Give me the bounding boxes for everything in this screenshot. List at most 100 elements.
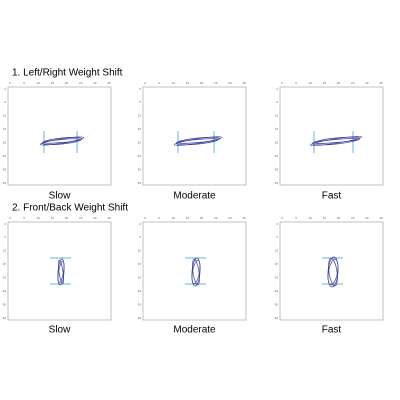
panel-label: Fast bbox=[322, 191, 342, 202]
x-tick-label: 15 bbox=[51, 81, 55, 85]
x-tick-label: 35 bbox=[242, 81, 246, 85]
x-tick-label: 35 bbox=[107, 216, 111, 220]
x-tick-label: 15 bbox=[186, 81, 190, 85]
x-tick-label: 0 bbox=[281, 216, 283, 220]
y-tick-label: 35 bbox=[3, 181, 7, 185]
panel-label: Slow bbox=[49, 191, 71, 202]
x-tick-label: 35 bbox=[379, 81, 383, 85]
y-tick-label: 25 bbox=[3, 154, 7, 158]
trace bbox=[327, 256, 339, 288]
x-tick-label: 5 bbox=[23, 216, 25, 220]
plot-frame bbox=[7, 221, 112, 321]
x-tick-label: 25 bbox=[351, 81, 355, 85]
trace bbox=[313, 138, 359, 144]
x-tick-label: 20 bbox=[65, 81, 69, 85]
x-tick-label: 0 bbox=[144, 81, 146, 85]
x-tick-label: 0 bbox=[9, 216, 11, 220]
y-tick-label: 25 bbox=[138, 289, 142, 293]
y-tick-label: 10 bbox=[3, 114, 7, 118]
y-tick-label: 5 bbox=[276, 100, 278, 104]
section-title: 2. Front/Back Weight Shift bbox=[12, 203, 128, 214]
y-tick-label: 25 bbox=[275, 289, 279, 293]
trace bbox=[309, 136, 363, 146]
x-tick-label: 25 bbox=[214, 81, 218, 85]
x-tick-label: 30 bbox=[365, 216, 369, 220]
x-tick-label: 30 bbox=[365, 81, 369, 85]
x-tick-label: 15 bbox=[186, 216, 190, 220]
y-tick-label: 5 bbox=[139, 100, 141, 104]
x-tick-label: 0 bbox=[281, 81, 283, 85]
x-tick-label: 25 bbox=[351, 216, 355, 220]
y-tick-label: 15 bbox=[138, 262, 142, 266]
x-tick-label: 0 bbox=[144, 216, 146, 220]
x-tick-label: 35 bbox=[379, 216, 383, 220]
x-tick-label: 30 bbox=[93, 216, 97, 220]
x-tick-label: 10 bbox=[172, 81, 176, 85]
y-tick-label: 10 bbox=[275, 249, 279, 253]
y-tick-label: 0 bbox=[139, 87, 141, 91]
x-tick-label: 25 bbox=[79, 81, 83, 85]
y-tick-label: 30 bbox=[275, 302, 279, 306]
y-tick-label: 25 bbox=[138, 154, 142, 158]
y-tick-label: 20 bbox=[138, 141, 142, 145]
y-tick-label: 20 bbox=[3, 141, 7, 145]
section-title: 1. Left/Right Weight Shift bbox=[12, 68, 123, 79]
x-tick-label: 5 bbox=[23, 81, 25, 85]
y-tick-label: 10 bbox=[138, 249, 142, 253]
plot-frame bbox=[142, 221, 247, 321]
panel: 00 5 5 10 10 15 15 20 20 25 25 30 30 35 35 bbox=[3, 81, 112, 186]
panel: 00 5 5 10 10 15 15 20 20 25 25 30 30 35 35 bbox=[275, 216, 384, 321]
y-tick-label: 30 bbox=[3, 167, 7, 171]
x-tick-label: 10 bbox=[37, 81, 41, 85]
panel: 00 5 5 10 10 15 15 20 20 25 25 30 30 35 35 bbox=[3, 216, 112, 321]
panel-label: Slow bbox=[49, 325, 71, 336]
y-tick-label: 15 bbox=[275, 127, 279, 131]
y-tick-label: 20 bbox=[3, 276, 7, 280]
plot-frame bbox=[7, 86, 112, 186]
trace bbox=[173, 136, 223, 146]
trace bbox=[177, 138, 219, 144]
y-tick-label: 35 bbox=[3, 316, 7, 320]
x-tick-label: 0 bbox=[9, 81, 11, 85]
panel-label: Moderate bbox=[173, 325, 216, 336]
x-tick-label: 5 bbox=[158, 216, 160, 220]
x-tick-label: 15 bbox=[323, 216, 327, 220]
panel: 00 5 5 10 10 15 15 20 20 25 25 30 30 35 35 bbox=[275, 81, 384, 186]
x-tick-label: 20 bbox=[65, 216, 69, 220]
y-tick-label: 0 bbox=[276, 87, 278, 91]
x-tick-label: 20 bbox=[337, 216, 341, 220]
panel-label: Fast bbox=[322, 325, 342, 336]
x-tick-label: 10 bbox=[37, 216, 41, 220]
y-tick-label: 15 bbox=[138, 127, 142, 131]
y-tick-label: 20 bbox=[138, 276, 142, 280]
y-tick-label: 10 bbox=[138, 114, 142, 118]
x-tick-label: 35 bbox=[107, 81, 111, 85]
x-tick-label: 10 bbox=[309, 216, 313, 220]
y-tick-label: 15 bbox=[275, 262, 279, 266]
y-tick-label: 0 bbox=[4, 87, 6, 91]
plot-frame bbox=[279, 86, 384, 186]
x-tick-label: 30 bbox=[228, 216, 232, 220]
x-tick-label: 30 bbox=[228, 81, 232, 85]
y-tick-label: 30 bbox=[3, 302, 7, 306]
trace bbox=[328, 257, 338, 287]
x-tick-label: 5 bbox=[295, 216, 297, 220]
x-tick-label: 25 bbox=[79, 216, 83, 220]
y-tick-label: 5 bbox=[4, 100, 6, 104]
y-tick-label: 35 bbox=[275, 181, 279, 185]
y-tick-label: 20 bbox=[275, 141, 279, 145]
x-tick-label: 10 bbox=[309, 81, 313, 85]
x-tick-label: 20 bbox=[200, 81, 204, 85]
y-tick-label: 35 bbox=[138, 316, 142, 320]
y-tick-label: 0 bbox=[276, 222, 278, 226]
trace bbox=[57, 258, 65, 286]
y-tick-label: 0 bbox=[4, 222, 6, 226]
trace bbox=[58, 259, 64, 285]
y-tick-label: 15 bbox=[3, 127, 7, 131]
y-tick-label: 10 bbox=[3, 249, 7, 253]
y-tick-label: 30 bbox=[138, 302, 142, 306]
x-tick-label: 5 bbox=[158, 81, 160, 85]
y-tick-label: 5 bbox=[4, 235, 6, 239]
y-tick-label: 30 bbox=[138, 167, 142, 171]
